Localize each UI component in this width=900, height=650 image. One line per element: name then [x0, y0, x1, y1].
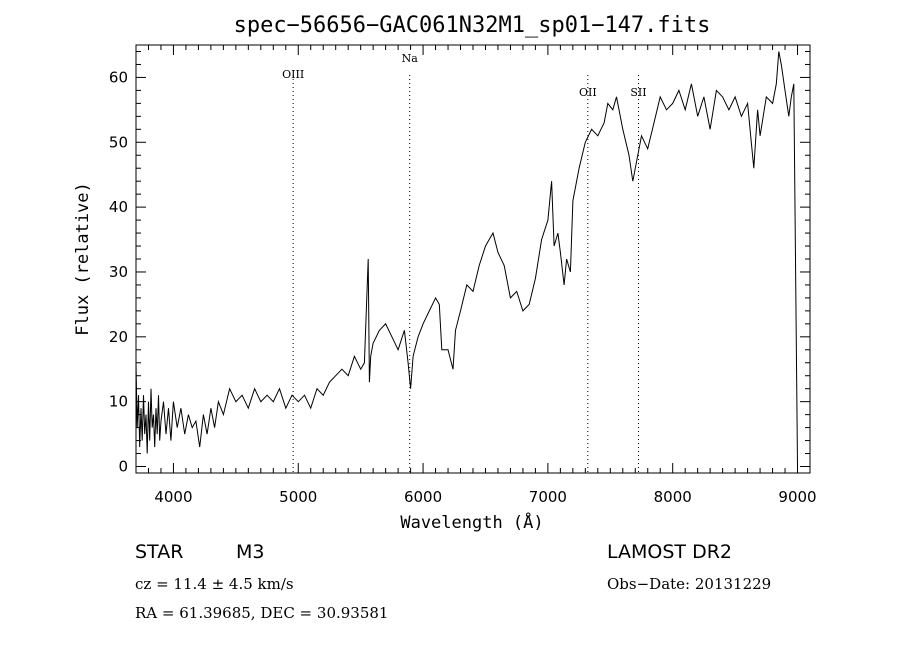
axis-ticks: 4000 5000 6000 7000 8000 9000 0 10 20 30 40 50 60 — [109, 45, 817, 506]
observation-date: Obs−Date: 20131229 — [607, 575, 772, 593]
ra-dec: RA = 61.39685, DEC = 30.93581 — [135, 604, 389, 622]
y-axis-label: Flux (relative) — [73, 182, 93, 336]
spectral-line-markers: OIII Na OII SII — [282, 52, 647, 473]
x-tick-label: 7000 — [529, 488, 567, 506]
spectrum-series — [135, 51, 798, 467]
object-subclass: M3 — [236, 541, 265, 563]
y-tick-label: 50 — [109, 133, 128, 151]
y-tick-label: 60 — [109, 68, 128, 86]
object-class: STAR — [135, 541, 184, 563]
x-tick-label: 9000 — [778, 488, 816, 506]
survey-name: LAMOST DR2 — [607, 541, 732, 563]
x-axis-label: Wavelength (Å) — [400, 511, 543, 533]
y-tick-label: 20 — [109, 328, 128, 346]
x-tick-label: 8000 — [654, 488, 692, 506]
chart-title: spec−56656−GAC061N32M1_sp01−147.fits — [234, 13, 711, 38]
spectral-line-label: OIII — [282, 68, 304, 81]
y-tick-label: 10 — [109, 393, 128, 411]
spectral-line-label: Na — [402, 52, 419, 65]
x-tick-label: 6000 — [404, 488, 442, 506]
spectral-line-label: OII — [579, 86, 597, 99]
y-tick-label: 40 — [109, 198, 128, 216]
plot-frame — [135, 44, 811, 474]
y-tick-label: 0 — [118, 458, 128, 476]
redshift-cz: cz = 11.4 ± 4.5 km/s — [135, 575, 294, 593]
spectral-line-label: SII — [630, 86, 646, 99]
y-tick-label: 30 — [109, 263, 128, 281]
x-tick-label: 4000 — [154, 488, 192, 506]
x-tick-label: 5000 — [279, 488, 317, 506]
